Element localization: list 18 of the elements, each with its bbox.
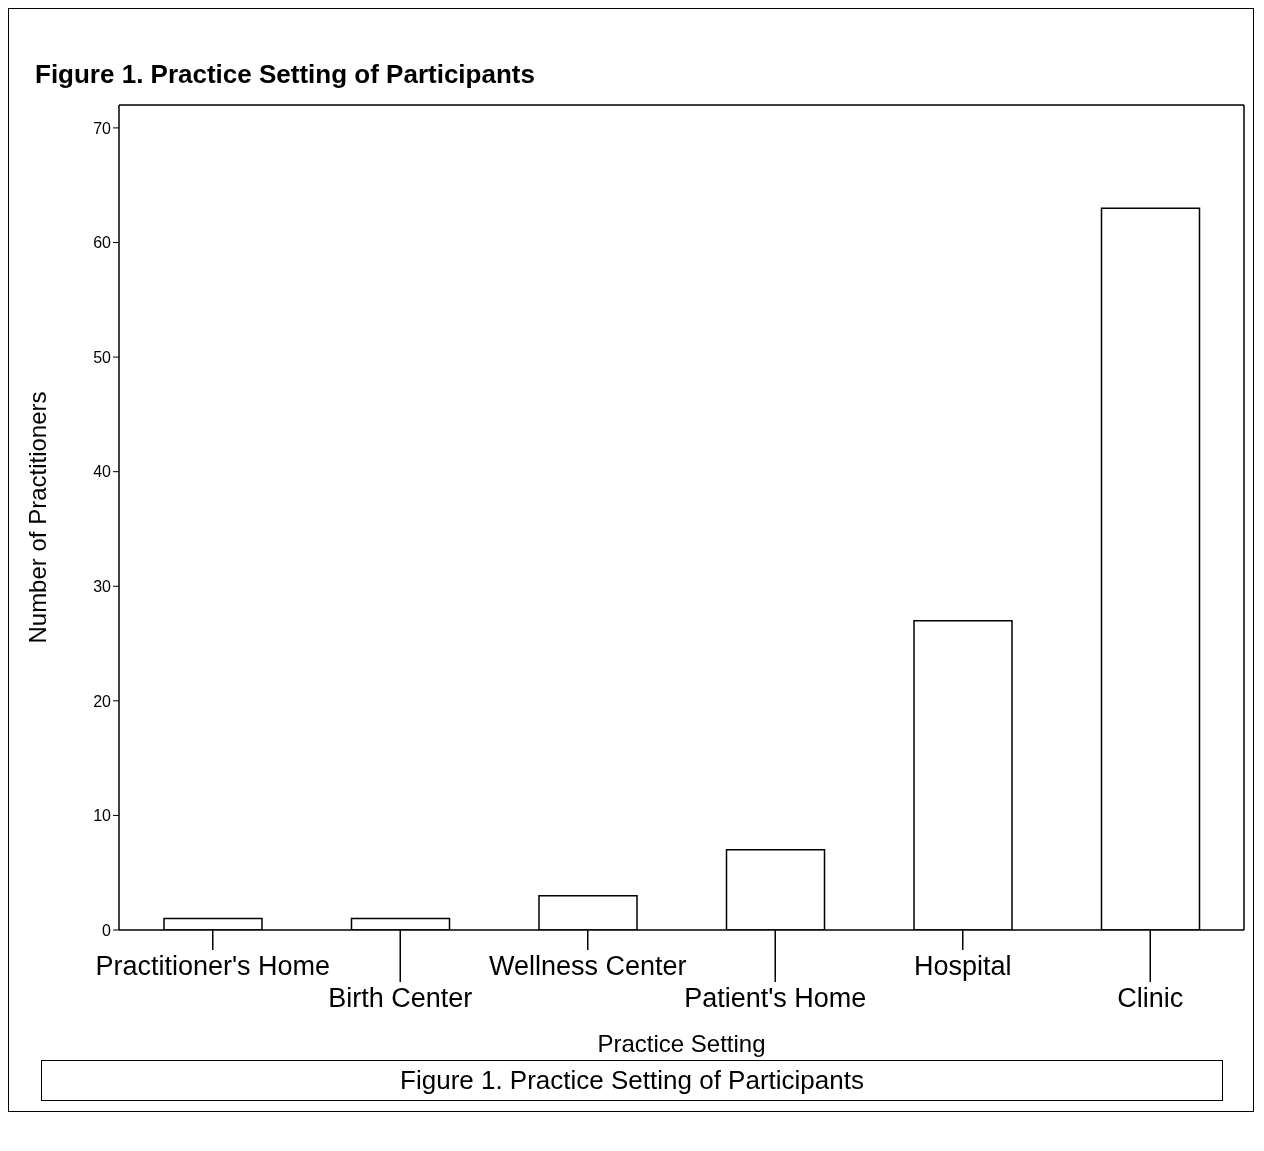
y-tick-label: 40 [93,463,112,481]
y-tick-label: 50 [93,348,112,366]
y-tick-label: 0 [102,921,112,939]
chart-title: Figure 1. Practice Setting of Participants [34,58,536,90]
x-tick-label: Practitioner's Home [95,951,331,981]
y-tick-label: 60 [93,234,112,252]
x-tick-label: Patient's Home [684,983,867,1013]
y-axis-title: Number of Practitioners [23,391,51,644]
y-tick-label: 30 [93,577,112,595]
x-axis-title: Practice Setting [597,1030,766,1057]
y-tick-label: 20 [93,692,112,710]
x-tick-label: Clinic [1117,983,1184,1013]
y-tick-label: 70 [93,119,112,137]
x-tick-label: Birth Center [328,983,473,1013]
x-tick-label: Wellness Center [488,951,687,981]
y-tick-label: 10 [93,807,112,825]
x-tick-label: Hospital [913,951,1012,981]
caption: Figure 1. Practice Setting of Participants [41,1060,1223,1101]
